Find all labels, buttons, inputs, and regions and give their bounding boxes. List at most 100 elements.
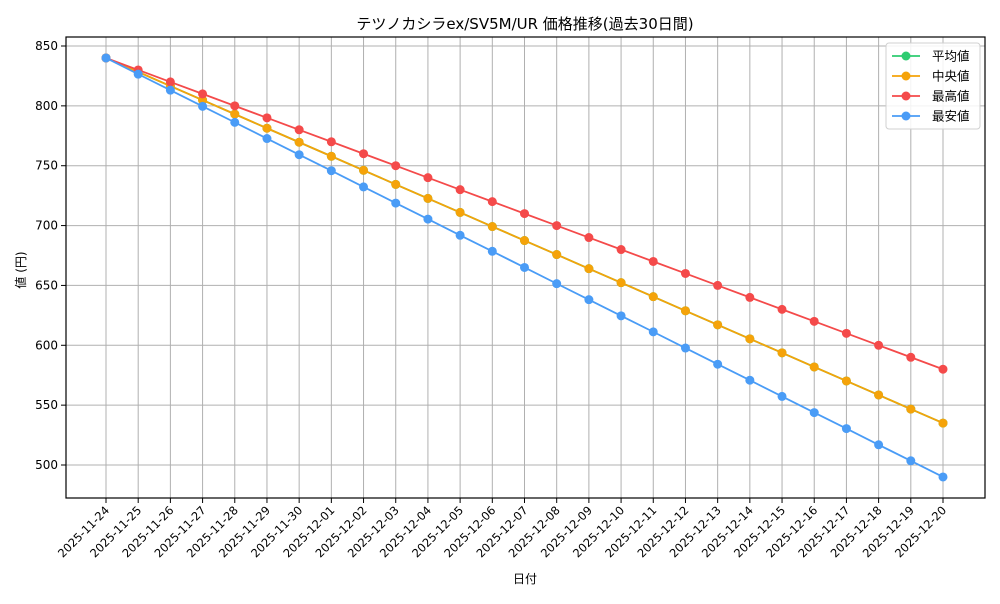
chart-title: テツノカシラex/SV5M/UR 価格推移(過去30日間) [356, 15, 693, 33]
data-point [713, 320, 723, 330]
legend-item: 中央値 [892, 69, 970, 84]
data-point [680, 306, 690, 316]
data-point [938, 364, 948, 374]
data-point [359, 165, 369, 175]
data-point [520, 262, 529, 272]
data-point [552, 279, 562, 289]
data-point [294, 137, 304, 147]
data-point [874, 340, 884, 350]
data-point [262, 123, 272, 133]
data-point [455, 185, 465, 195]
data-point [745, 292, 755, 302]
data-point [262, 113, 272, 123]
y-axis-label: 値 (円) [13, 251, 28, 288]
axes-frame [65, 36, 986, 499]
grid [66, 37, 985, 498]
legend-marker-icon [901, 91, 911, 101]
data-point [165, 77, 175, 87]
data-point [423, 193, 433, 203]
legend-item: 最高値 [892, 89, 970, 104]
data-point [262, 134, 272, 144]
data-point [906, 456, 916, 466]
data-point [713, 359, 723, 369]
data-point [809, 362, 819, 372]
data-point [938, 418, 948, 428]
y-tick-label: 850 [35, 39, 58, 53]
data-point [326, 137, 336, 147]
series-lines [101, 53, 948, 482]
data-point [584, 264, 594, 274]
data-point [777, 304, 787, 314]
data-point [648, 292, 658, 302]
data-point [455, 230, 465, 240]
y-tick-label: 550 [35, 398, 58, 412]
y-tick-label: 600 [35, 338, 58, 352]
data-point [616, 311, 626, 321]
legend-label: 最安値 [932, 109, 970, 124]
data-point [552, 250, 562, 260]
data-point [648, 256, 658, 266]
data-point [648, 327, 658, 337]
data-point [230, 117, 240, 127]
data-point [198, 89, 208, 99]
data-point [359, 149, 369, 159]
data-point [294, 125, 304, 135]
data-point [487, 222, 497, 232]
data-point [133, 69, 143, 79]
y-tick-label: 700 [35, 219, 58, 233]
data-point [326, 166, 336, 176]
data-point [487, 197, 497, 207]
data-point [616, 278, 626, 288]
legend-box [885, 42, 981, 130]
y-tick-label: 650 [35, 278, 58, 292]
data-point [680, 268, 690, 278]
data-point [809, 316, 819, 326]
data-point [584, 295, 594, 305]
x-axis-label: 日付 [513, 572, 537, 586]
legend-label: 中央値 [932, 69, 970, 84]
data-point [520, 236, 529, 246]
data-point [938, 472, 948, 482]
data-point [809, 408, 819, 418]
data-point [455, 207, 465, 217]
legend-label: 平均値 [932, 49, 970, 64]
data-point [165, 85, 175, 95]
data-point [616, 245, 626, 255]
data-point [520, 209, 529, 219]
legend-marker-icon [901, 71, 911, 81]
legend-item: 平均値 [892, 49, 970, 64]
data-point [391, 161, 401, 171]
y-tick-label: 750 [35, 159, 58, 173]
data-point [294, 150, 304, 160]
data-point [423, 214, 433, 224]
y-axis: 500 550 600 650 700 750 800 850 [35, 39, 66, 472]
data-point [906, 352, 916, 362]
y-tick-label: 800 [35, 99, 58, 113]
data-point [745, 334, 755, 344]
legend-marker-icon [901, 111, 911, 121]
legend-item: 最安値 [892, 109, 970, 124]
data-point [745, 375, 755, 385]
data-point [841, 328, 851, 338]
data-point [777, 391, 787, 401]
data-point [487, 246, 497, 256]
data-point [841, 424, 851, 434]
data-point [841, 376, 851, 386]
data-point [874, 440, 884, 450]
data-point [198, 101, 208, 111]
data-point [906, 404, 916, 414]
data-point [713, 280, 723, 290]
data-point [391, 179, 401, 189]
legend-label: 最高値 [932, 89, 970, 104]
data-point [101, 53, 111, 63]
data-point [198, 95, 208, 105]
data-point [552, 221, 562, 231]
data-point [777, 348, 787, 358]
data-point [230, 109, 240, 119]
data-point [423, 173, 433, 183]
data-point [326, 151, 336, 161]
series-最安値 [101, 53, 948, 482]
